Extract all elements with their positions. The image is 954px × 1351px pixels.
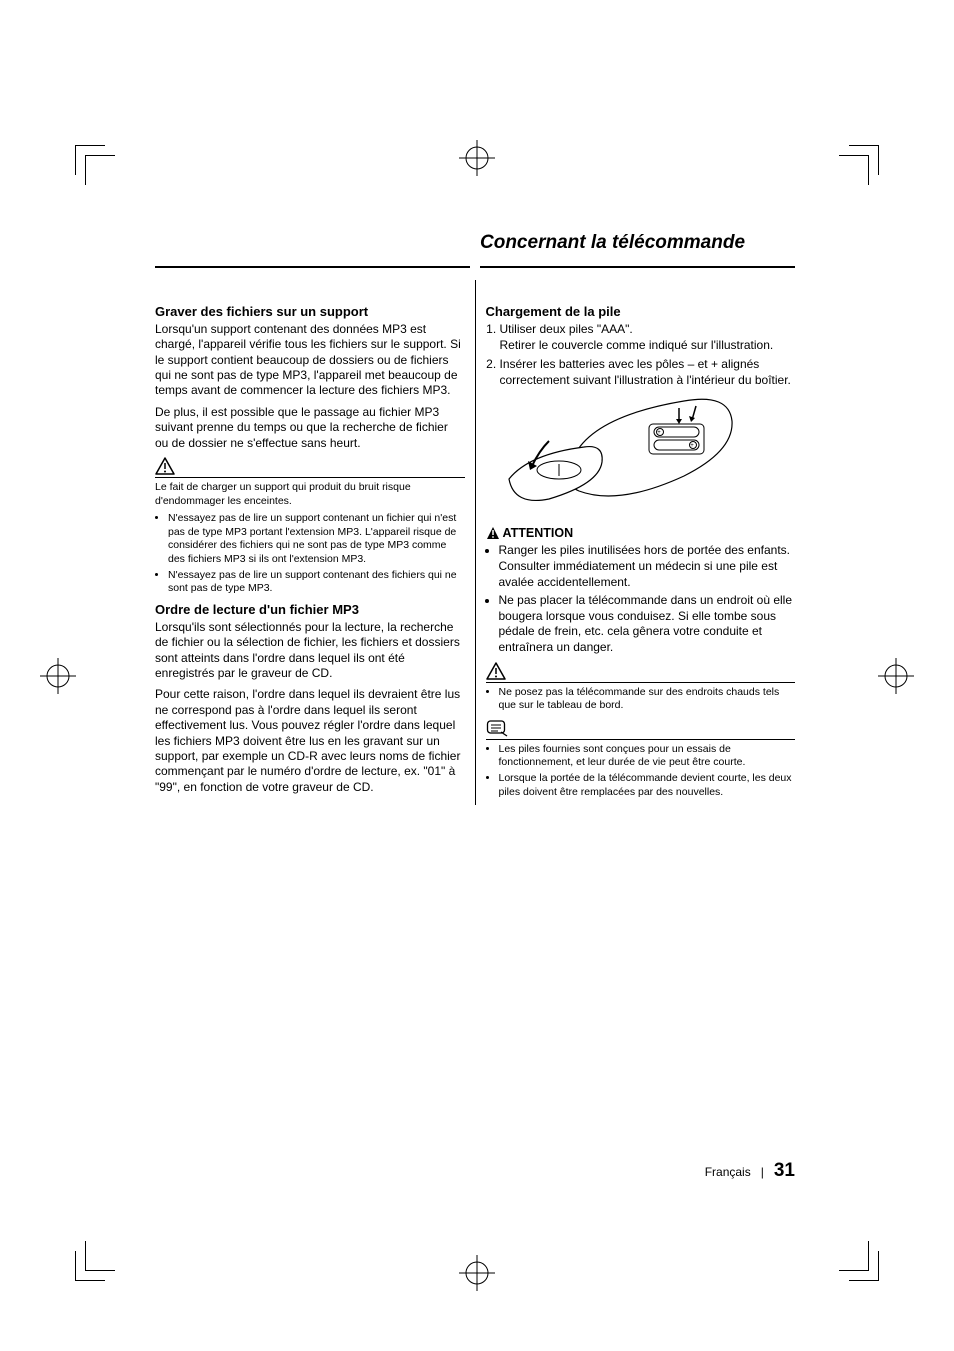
list-item: Les piles fournies sont conçues pour un … bbox=[499, 743, 796, 770]
list-item: Ranger les piles inutilisées hors de por… bbox=[499, 543, 796, 590]
caution-list: N'essayez pas de lire un support contena… bbox=[155, 512, 465, 596]
note-icon bbox=[486, 719, 796, 737]
crop-mark bbox=[75, 1251, 105, 1281]
heading-graver: Graver des fichiers sur un support bbox=[155, 304, 465, 319]
caution-text: Le fait de charger un support qui produi… bbox=[155, 477, 465, 508]
caution-list: Ne posez pas la télécommande sur des end… bbox=[486, 682, 796, 713]
para: De plus, il est possible que le passage … bbox=[155, 405, 465, 451]
para: Lorsqu'ils sont sélectionnés pour la lec… bbox=[155, 620, 465, 681]
list-item: Ne pas placer la télécommande dans un en… bbox=[499, 593, 796, 655]
footer-separator: | bbox=[761, 1165, 764, 1179]
attention-heading: ATTENTION bbox=[486, 526, 796, 540]
column-divider bbox=[475, 280, 476, 805]
crop-mark bbox=[849, 1251, 879, 1281]
registration-mark-right bbox=[878, 658, 914, 694]
list-item: Ne posez pas la télécommande sur des end… bbox=[499, 686, 796, 713]
page-content: Concernant la télécommande Graver des fi… bbox=[155, 232, 795, 805]
para: Pour cette raison, l'ordre dans lequel i… bbox=[155, 687, 465, 795]
section-header-row: Concernant la télécommande bbox=[155, 232, 795, 268]
crop-mark bbox=[839, 1241, 869, 1271]
note-list: Les piles fournies sont conçues pour un … bbox=[486, 739, 796, 800]
remote-battery-illustration: + + bbox=[504, 396, 796, 516]
numbered-steps: Utiliser deux piles "AAA". Retirer le co… bbox=[486, 322, 796, 388]
caution-icon bbox=[155, 457, 465, 475]
para: Lorsqu'un support contenant des données … bbox=[155, 322, 465, 399]
heading-ordre: Ordre de lecture d'un fichier MP3 bbox=[155, 602, 465, 617]
caution-icon bbox=[486, 662, 796, 680]
list-item: Insérer les batteries avec les pôles – e… bbox=[500, 357, 796, 388]
attention-label: ATTENTION bbox=[503, 526, 574, 540]
registration-mark-bottom bbox=[459, 1255, 495, 1291]
section-title: Concernant la télécommande bbox=[480, 232, 795, 256]
left-column: Graver des fichiers sur un support Lorsq… bbox=[155, 280, 465, 805]
page-number: 31 bbox=[774, 1160, 795, 1181]
heading-chargement: Chargement de la pile bbox=[486, 304, 796, 319]
list-item: Utiliser deux piles "AAA". Retirer le co… bbox=[500, 322, 796, 353]
crop-mark bbox=[849, 145, 879, 175]
attention-list: Ranger les piles inutilisées hors de por… bbox=[486, 543, 796, 655]
crop-mark bbox=[85, 155, 115, 185]
svg-text:+: + bbox=[690, 443, 694, 449]
list-item: Lorsque la portée de la télécommande dev… bbox=[499, 772, 796, 799]
warning-triangle-icon bbox=[486, 526, 500, 540]
list-item: N'essayez pas de lire un support contena… bbox=[168, 512, 465, 567]
list-item: N'essayez pas de lire un support contena… bbox=[168, 569, 465, 596]
page-footer: Français | 31 bbox=[705, 1160, 795, 1182]
registration-mark-top bbox=[459, 140, 495, 176]
registration-mark-left bbox=[40, 658, 76, 694]
crop-mark bbox=[75, 145, 105, 175]
right-column: Chargement de la pile Utiliser deux pile… bbox=[486, 280, 796, 805]
crop-mark bbox=[839, 155, 869, 185]
header-rule-left bbox=[155, 266, 470, 268]
footer-language: Français bbox=[705, 1165, 751, 1179]
crop-mark bbox=[85, 1241, 115, 1271]
svg-text:+: + bbox=[657, 430, 661, 436]
